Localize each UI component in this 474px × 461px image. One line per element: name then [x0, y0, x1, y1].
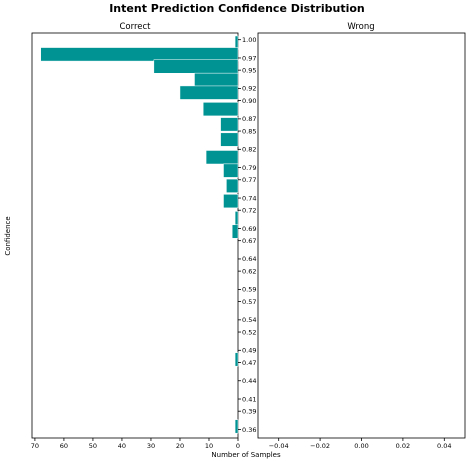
x-tick-label: 20: [176, 442, 184, 450]
y-tick-label: 0.41: [242, 395, 256, 403]
y-tick-label: 0.36: [242, 426, 256, 434]
y-tick-label: 0.97: [242, 54, 256, 62]
panel-correct: 70 60 50 40 30 20 10 0 1.00 0.97 0.95 0.92 0.90 0.87…: [31, 32, 256, 450]
y-tick-label: 0.69: [242, 225, 256, 233]
bar: [205, 150, 239, 165]
y-tick-label: 0.49: [242, 347, 256, 355]
y-tick-label: 0.59: [242, 286, 256, 294]
y-tick-label: 0.77: [242, 176, 256, 184]
y-tick-label: 1.00: [242, 36, 256, 44]
bar: [234, 419, 239, 434]
y-ticks: 1.00 0.97 0.95 0.92 0.90 0.87 0.85 0.82 0.79 0.77…: [238, 36, 256, 434]
y-tick-label: 0.57: [242, 298, 256, 306]
panel-wrong: −0.04 −0.02 0.00 0.02 0.04: [257, 32, 466, 450]
y-tick-label: 0.74: [242, 194, 256, 202]
y-tick-label: 0.62: [242, 267, 256, 275]
bar: [234, 352, 239, 367]
bar: [226, 178, 239, 193]
x-tick-label: 40: [118, 442, 126, 450]
panel-frame-wrong: [257, 32, 466, 439]
x-tick-label: 50: [89, 442, 97, 450]
bar: [223, 194, 239, 209]
bar: [153, 59, 239, 74]
y-tick-label: 0.47: [242, 359, 256, 367]
x-axis-label: Number of Samples: [211, 451, 281, 459]
bar: [179, 85, 239, 100]
bar: [40, 47, 239, 62]
bar: [234, 211, 239, 226]
x-tick-label: 30: [147, 442, 155, 450]
bar: [220, 117, 239, 132]
bar: [223, 163, 239, 178]
y-axis-label: Confidence: [4, 216, 12, 255]
y-tick-label: 0.95: [242, 66, 256, 74]
x-tick-label: −0.04: [269, 442, 289, 450]
y-tick-label: 0.90: [242, 97, 256, 105]
x-tick-label: 0: [236, 442, 240, 450]
x-tick-label: 70: [31, 442, 39, 450]
y-tick-label: 0.67: [242, 237, 256, 245]
y-tick-label: 0.52: [242, 328, 256, 336]
y-tick-label: 0.64: [242, 255, 256, 263]
x-ticks-correct: 70 60 50 40 30 20 10 0: [31, 438, 240, 450]
y-tick-label: 0.82: [242, 146, 256, 154]
y-tick-label: 0.85: [242, 127, 256, 135]
panel-title-wrong: Wrong: [347, 22, 374, 32]
y-tick-label: 0.39: [242, 408, 256, 416]
y-tick-label: 0.87: [242, 115, 256, 123]
y-tick-label: 0.92: [242, 85, 256, 93]
x-tick-label: 10: [205, 442, 213, 450]
x-tick-label: 0.04: [437, 442, 451, 450]
bar: [220, 132, 239, 147]
bar: [231, 224, 239, 239]
y-tick-label: 0.79: [242, 164, 256, 172]
x-ticks-wrong: −0.04 −0.02 0.00 0.02 0.04: [269, 438, 452, 450]
x-tick-label: 0.00: [354, 442, 368, 450]
x-tick-label: −0.02: [310, 442, 330, 450]
y-tick-label: 0.54: [242, 316, 256, 324]
panel-title-correct: Correct: [119, 22, 151, 32]
y-tick-label: 0.72: [242, 207, 256, 215]
bars-correct: [40, 35, 239, 434]
bar: [202, 102, 239, 117]
bar: [194, 72, 239, 87]
y-tick-label: 0.44: [242, 377, 256, 385]
x-tick-label: 0.02: [396, 442, 410, 450]
chart-title: Intent Prediction Confidence Distributio…: [109, 2, 365, 15]
x-tick-label: 60: [60, 442, 68, 450]
